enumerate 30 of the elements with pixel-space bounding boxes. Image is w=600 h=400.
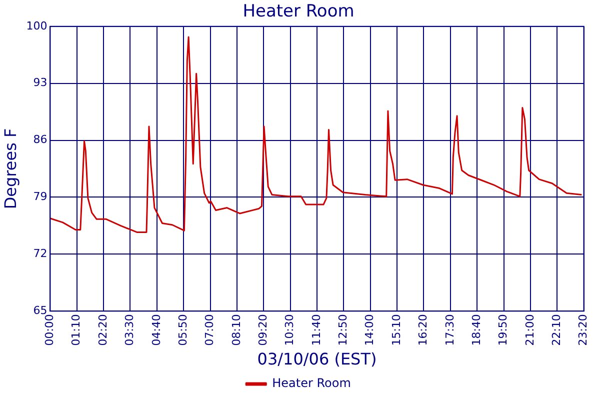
x-tick-label: 22:10 — [550, 314, 563, 346]
legend-label: Heater Room — [272, 376, 351, 390]
x-tick-label: 18:40 — [470, 314, 483, 346]
x-tick-label: 04:40 — [150, 314, 163, 346]
x-tick-label: 03:30 — [123, 314, 136, 346]
y-tick-label: 79 — [33, 190, 48, 204]
x-axis-title: 03/10/06 (EST) — [257, 350, 377, 369]
x-tick-label: 10:30 — [283, 314, 296, 346]
y-axis-title: Degrees F — [0, 128, 20, 210]
x-tick-label: 00:00 — [43, 314, 56, 346]
y-tick-label: 86 — [33, 133, 48, 146]
x-tick-label: 21:00 — [523, 314, 536, 346]
x-tick-label: 09:20 — [256, 314, 270, 346]
chart-title: Heater Room — [242, 2, 354, 22]
x-tick-label: 02:20 — [96, 314, 110, 346]
x-tick-label: 01:10 — [70, 314, 83, 346]
x-tick-label: 14:00 — [363, 314, 376, 346]
y-tick-label: 72 — [33, 247, 48, 260]
y-tick-label: 100 — [26, 19, 48, 32]
x-tick-label: 08:10 — [230, 314, 243, 346]
y-tick-label: 93 — [33, 76, 48, 90]
x-tick-label: 15:10 — [390, 314, 403, 346]
x-tick-label: 19:50 — [496, 314, 510, 346]
x-tick-label: 11:40 — [310, 314, 323, 346]
x-tick-label: 05:50 — [176, 314, 190, 346]
x-tick-label: 07:00 — [203, 314, 216, 346]
x-tick-label: 16:20 — [416, 314, 430, 346]
x-tick-label: 17:30 — [443, 314, 456, 346]
x-tick-label: 23:20 — [576, 314, 590, 346]
x-tick-label: 12:50 — [336, 314, 350, 346]
